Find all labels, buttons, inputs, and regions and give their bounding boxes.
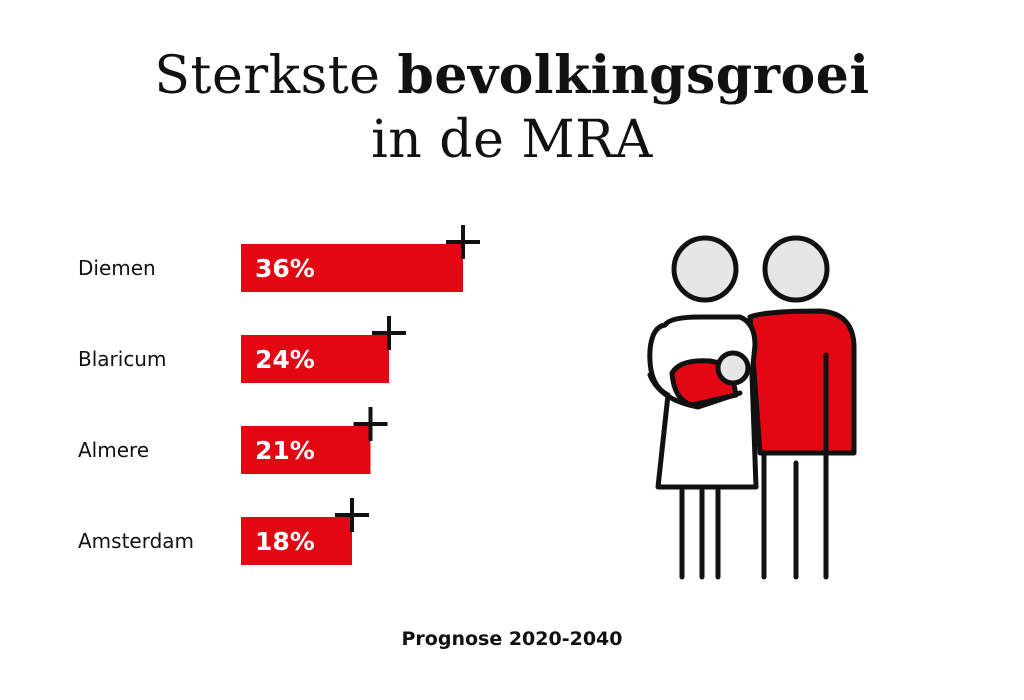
plus-icon [353, 407, 388, 441]
value-label: 24% [255, 345, 315, 374]
category-label: Diemen [78, 256, 156, 280]
baby-head [715, 350, 751, 386]
category-label: Almere [78, 438, 149, 462]
value-label: 36% [255, 254, 315, 283]
title-part2: bevolkingsgroei [397, 45, 870, 106]
footnote: Prognose 2020-2040 [401, 628, 623, 650]
woman-figure [647, 235, 759, 580]
man-torso [747, 308, 857, 456]
value-label: 21% [255, 436, 315, 465]
value-label: 18% [255, 527, 315, 556]
title-line2: in de MRA [371, 110, 653, 170]
bar [241, 335, 389, 383]
category-label: Amsterdam [78, 529, 194, 553]
family-illustration [647, 235, 857, 580]
bar [241, 426, 371, 474]
plus-icon [372, 316, 406, 350]
bar [241, 244, 463, 292]
plus-icon [446, 225, 480, 259]
plus-icon [335, 498, 369, 532]
bar-chart: Diemen 36% Blaricum 24% Almere 21% Amsterdam 18… [78, 225, 480, 565]
woman-arm [647, 372, 743, 410]
chart-title: Sterkste bevolkingsgroei in de MRA [0, 44, 1024, 172]
woman-head [671, 235, 739, 303]
bar [241, 517, 352, 565]
man-head [762, 235, 830, 303]
category-label: Blaricum [78, 347, 166, 371]
man-figure [747, 235, 857, 580]
title-part1: Sterkste [154, 46, 381, 106]
